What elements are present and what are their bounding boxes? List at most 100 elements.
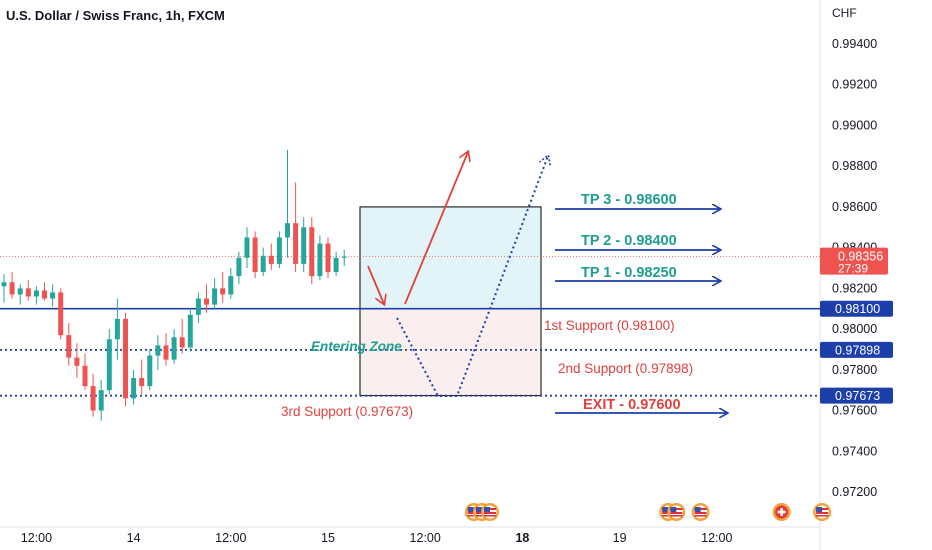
candle-body — [33, 290, 39, 297]
us-flag-stripe — [694, 515, 707, 517]
candle-body — [268, 255, 274, 264]
candle-body — [139, 377, 145, 387]
candle-body — [309, 227, 315, 277]
y-tick-label: 0.98000 — [832, 322, 877, 336]
candle-body — [82, 365, 88, 387]
x-tick-label: 19 — [613, 531, 627, 545]
s3-label: 3rd Support (0.97673) — [281, 404, 413, 419]
axis-currency: CHF — [832, 6, 857, 20]
y-tick-label: 0.98800 — [832, 159, 877, 173]
y-tick-label: 0.99000 — [832, 118, 877, 132]
red-target-arrow — [404, 152, 468, 305]
candle-body — [317, 243, 323, 277]
candle-body — [325, 243, 331, 273]
candle-body — [285, 223, 290, 238]
candle-body — [333, 257, 339, 273]
us-flag-canton — [816, 507, 823, 512]
price-tag-label: 0.97898 — [835, 343, 880, 357]
s1-label: 1st Support (0.98100) — [544, 318, 675, 333]
candle-body — [58, 292, 64, 336]
us-flag-stripe — [484, 515, 496, 517]
us-flag-canton — [467, 507, 474, 512]
candle-body — [17, 288, 23, 295]
x-tick-label: 12:00 — [215, 531, 246, 545]
price-tag-2 — [820, 341, 893, 358]
target-zone-box — [359, 206, 542, 310]
y-tick-label: 0.98600 — [832, 200, 877, 214]
candle-body — [74, 357, 80, 366]
price-tag-label: 0.98100 — [835, 302, 880, 316]
y-tick-label: 0.97200 — [832, 485, 877, 499]
x-tick-label: 12:00 — [410, 531, 441, 545]
candle-body — [220, 288, 226, 295]
candle-body — [98, 390, 104, 411]
candle-body — [147, 355, 153, 387]
candle-body — [212, 288, 218, 305]
candle-body — [9, 282, 15, 295]
x-tick-label: 12:00 — [701, 531, 732, 545]
us-flag-canton — [662, 507, 669, 512]
candle-body — [171, 337, 177, 360]
candle-body — [114, 318, 120, 340]
candle-body — [66, 335, 72, 358]
candle-body — [155, 345, 161, 356]
candle-body — [204, 298, 209, 305]
candle-body — [276, 237, 282, 264]
candle-body — [244, 237, 250, 258]
us-flag-stripe — [694, 512, 707, 514]
us-flag-stripe — [484, 512, 496, 514]
y-tick-label: 0.99200 — [832, 78, 877, 92]
exit-label: EXIT - 0.97600 — [583, 397, 681, 413]
us-flag-stripe — [670, 512, 683, 514]
y-tick-label: 0.97400 — [832, 444, 877, 458]
candle-body — [163, 345, 169, 360]
us-flag-canton — [484, 507, 490, 512]
price-tag-1 — [820, 300, 893, 317]
us-flag-canton — [694, 507, 701, 512]
candle-body — [25, 288, 31, 297]
candle-body — [341, 256, 347, 258]
candle-body — [228, 276, 234, 295]
x-tick-label: 15 — [321, 531, 335, 545]
candle-body — [42, 290, 47, 299]
chart-title: U.S. Dollar / Swiss Franc, 1h, FXCM — [6, 8, 225, 23]
us-flag-canton — [670, 507, 677, 512]
y-tick-label: 0.97800 — [832, 363, 877, 377]
tp3-label: TP 3 - 0.98600 — [581, 192, 677, 208]
x-tick-label: 14 — [127, 531, 141, 545]
x-tick-label: 12:00 — [21, 531, 52, 545]
s2-label: 2nd Support (0.97898) — [558, 361, 693, 376]
candle-body — [195, 298, 201, 315]
candle-body — [50, 292, 56, 299]
tp1-label: TP 1 - 0.98250 — [581, 265, 677, 281]
us-flag-stripe — [670, 515, 683, 517]
y-tick-label: 0.97600 — [832, 404, 877, 418]
price-tag-3 — [820, 387, 893, 404]
candle-body — [187, 314, 193, 348]
ch-flag-cross — [777, 510, 786, 514]
price-tag-label: 0.97673 — [835, 389, 880, 403]
candle-body — [236, 257, 242, 277]
stop-zone-box — [359, 308, 542, 397]
last-price-value: 0.98356 — [838, 250, 883, 264]
us-flag-canton — [475, 507, 482, 512]
red-entry-arrow — [367, 265, 384, 304]
y-tick-label: 0.99400 — [832, 37, 877, 51]
dotted-scenario-path — [396, 156, 548, 397]
last-price-countdown: 27:39 — [838, 262, 868, 276]
candle-body — [179, 337, 185, 348]
candle-body — [123, 318, 128, 399]
us-flag-stripe — [816, 515, 829, 517]
us-flag-stripe — [816, 512, 829, 514]
tp2-label: TP 2 - 0.98400 — [581, 233, 677, 249]
candle-body — [90, 386, 96, 411]
candle-body — [1, 282, 7, 287]
candle-body — [260, 255, 266, 273]
x-tick-label: 18 — [515, 531, 529, 545]
candle-body — [252, 237, 258, 273]
candle-body — [106, 339, 112, 391]
candle-body — [293, 223, 299, 264]
candle-body — [301, 227, 307, 264]
last-price-tag — [820, 247, 888, 275]
